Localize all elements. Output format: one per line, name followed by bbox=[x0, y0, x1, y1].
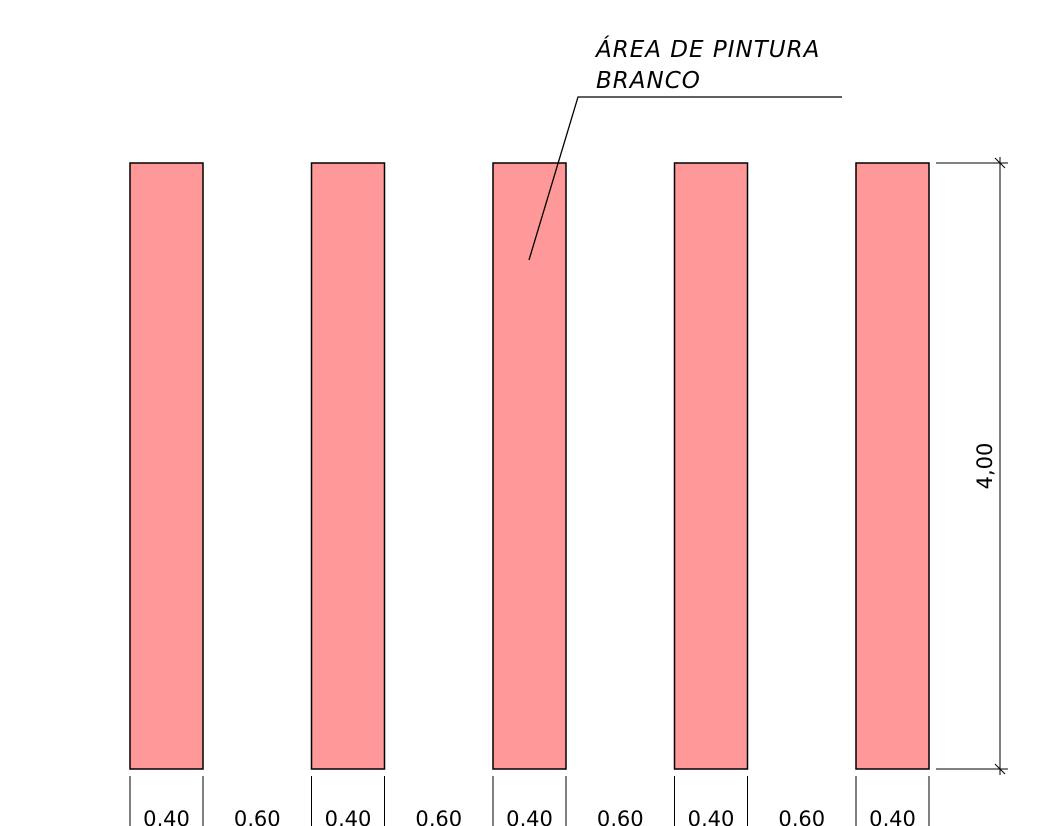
annotation-line-2: BRANCO bbox=[596, 68, 701, 94]
paint-stripe-4 bbox=[673, 162, 749, 770]
height-dimension-label: 4,00 bbox=[973, 443, 997, 490]
paint-stripe-1 bbox=[129, 162, 204, 770]
height-tick-bottom bbox=[994, 763, 1006, 775]
stripe-width-label-1: 0,40 bbox=[143, 807, 190, 826]
annotation-line-1: ÁREA DE PINTURA bbox=[594, 35, 820, 63]
stripe-width-label-4: 0,40 bbox=[688, 807, 735, 826]
stripe-width-label-3: 0,40 bbox=[506, 807, 553, 826]
bottom-dimensions-group: 0,40 0,40 0,40 0,40 0,40 0,60 0,60 0,60 0,60 bbox=[129, 776, 930, 826]
height-tick-top bbox=[994, 157, 1006, 169]
gap-width-label-3: 0,60 bbox=[597, 807, 644, 826]
stripe-width-label-5: 0,40 bbox=[869, 807, 916, 826]
paint-stripe-2 bbox=[310, 162, 386, 770]
gap-width-label-4: 0,60 bbox=[778, 807, 825, 826]
leader-line bbox=[528, 96, 842, 261]
stripe-width-label-2: 0,40 bbox=[325, 807, 372, 826]
paint-stripe-5 bbox=[855, 162, 930, 770]
stripes-group bbox=[129, 162, 930, 770]
gap-width-label-2: 0,60 bbox=[415, 807, 462, 826]
paint-stripe-3 bbox=[492, 162, 567, 770]
gap-width-label-1: 0,60 bbox=[234, 807, 281, 826]
